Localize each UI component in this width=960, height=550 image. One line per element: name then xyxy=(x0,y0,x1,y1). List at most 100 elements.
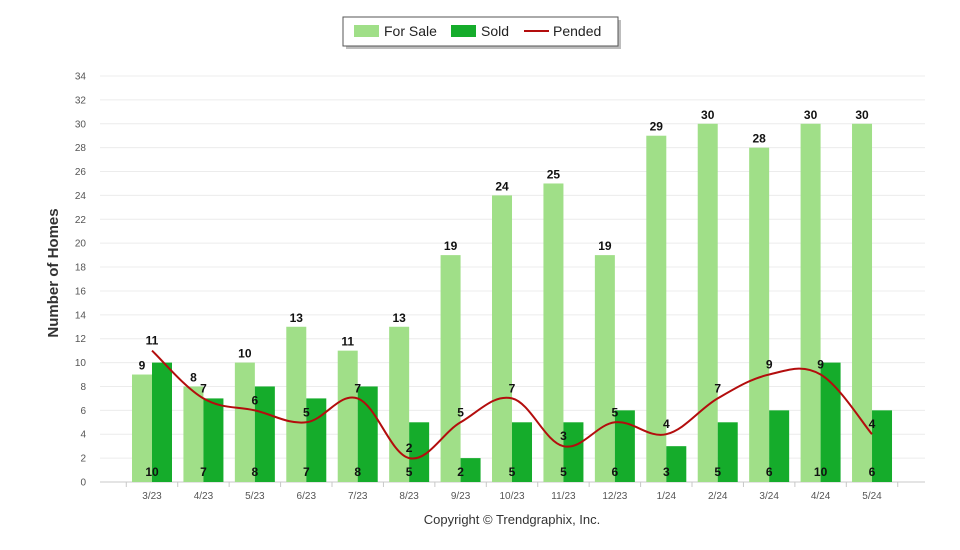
legend-box xyxy=(342,16,619,47)
label-pended-11/23: 3 xyxy=(560,429,567,443)
bar-for-sale-5/23 xyxy=(234,362,255,482)
label-sold-4/23: 7 xyxy=(200,465,207,479)
label-for-sale-5/23: 10 xyxy=(238,347,252,361)
label-pended-3/23: 11 xyxy=(146,334,159,348)
label-sold-7/23: 8 xyxy=(354,465,361,479)
label-sold-3/23: 10 xyxy=(145,465,159,479)
legend: For Sale Sold Pended xyxy=(342,16,621,49)
label-for-sale-11/23: 25 xyxy=(547,167,561,181)
label-pended-8/23: 2 xyxy=(406,441,413,455)
legend-label-pended: Pended xyxy=(553,23,601,39)
legend-swatch-sold xyxy=(451,25,476,37)
bar-sold-4/23 xyxy=(203,398,224,482)
label-sold-2/24: 5 xyxy=(714,465,721,479)
y-tick-label-24: 24 xyxy=(75,191,87,202)
label-for-sale-3/23: 9 xyxy=(139,359,146,373)
y-tick-label-22: 22 xyxy=(75,215,87,226)
bar-sold-10/23 xyxy=(512,422,533,482)
y-tick-label-18: 18 xyxy=(75,263,87,274)
y-tick-label-2: 2 xyxy=(80,454,86,465)
label-for-sale-5/24: 30 xyxy=(855,108,869,122)
label-pended-10/23: 7 xyxy=(509,381,516,395)
bar-sold-3/24 xyxy=(769,410,790,482)
label-for-sale-9/23: 19 xyxy=(444,239,458,253)
bar-sold-5/24 xyxy=(872,410,893,482)
bar-sold-6/23 xyxy=(306,398,327,482)
label-sold-3/24: 6 xyxy=(766,465,773,479)
label-for-sale-1/24: 29 xyxy=(650,120,664,134)
legend-label-sold: Sold xyxy=(481,23,509,39)
y-tick-label-16: 16 xyxy=(75,286,87,297)
bar-for-sale-5/24 xyxy=(852,123,873,482)
x-tick-label-4/23: 4/23 xyxy=(194,491,214,502)
label-for-sale-12/23: 19 xyxy=(598,239,612,253)
bar-for-sale-1/24 xyxy=(646,135,667,483)
y-tick-label-28: 28 xyxy=(75,143,87,154)
label-sold-8/23: 5 xyxy=(406,465,413,479)
x-tick-label-2/24: 2/24 xyxy=(708,491,728,502)
y-tick-label-12: 12 xyxy=(75,334,87,345)
y-tick-label-0: 0 xyxy=(80,478,86,489)
label-sold-9/23: 2 xyxy=(457,465,464,479)
y-tick-label-34: 34 xyxy=(75,72,87,83)
label-for-sale-6/23: 13 xyxy=(290,311,304,325)
label-sold-12/23: 6 xyxy=(612,465,619,479)
bar-for-sale-4/23 xyxy=(183,386,204,482)
y-tick-label-6: 6 xyxy=(80,406,86,417)
label-for-sale-10/23: 24 xyxy=(495,179,509,193)
label-sold-1/24: 3 xyxy=(663,465,670,479)
bars xyxy=(132,123,893,483)
x-tick-label-4/24: 4/24 xyxy=(811,491,831,502)
bar-for-sale-12/23 xyxy=(594,255,615,482)
label-sold-5/24: 6 xyxy=(869,465,876,479)
x-tick-label-6/23: 6/23 xyxy=(297,491,317,502)
label-for-sale-2/24: 30 xyxy=(701,108,715,122)
bar-for-sale-8/23 xyxy=(389,326,410,482)
bar-for-sale-3/24 xyxy=(749,147,770,482)
bar-for-sale-9/23 xyxy=(440,255,461,482)
bar-for-sale-10/23 xyxy=(492,195,513,483)
label-for-sale-4/23: 8 xyxy=(190,370,197,384)
bar-for-sale-6/23 xyxy=(286,326,307,482)
bar-sold-8/23 xyxy=(409,422,430,482)
y-tick-label-32: 32 xyxy=(75,95,87,106)
bar-for-sale-4/24 xyxy=(800,123,821,482)
bar-sold-1/24 xyxy=(666,446,687,482)
bar-for-sale-3/23 xyxy=(132,374,152,482)
label-for-sale-8/23: 13 xyxy=(392,311,406,325)
label-pended-5/23: 6 xyxy=(252,393,259,407)
label-pended-2/24: 7 xyxy=(714,381,721,395)
label-pended-4/23: 7 xyxy=(200,381,207,395)
bar-for-sale-7/23 xyxy=(337,350,358,482)
label-pended-1/24: 4 xyxy=(663,417,670,431)
y-tick-label-8: 8 xyxy=(80,382,86,393)
label-for-sale-3/24: 28 xyxy=(752,132,766,146)
data-labels: 9108710813711813519224525519629330528630… xyxy=(139,108,876,479)
x-tick-label-5/23: 5/23 xyxy=(245,491,265,502)
x-tick-label-7/23: 7/23 xyxy=(348,491,368,502)
bar-for-sale-11/23 xyxy=(543,183,564,482)
pended-line-group xyxy=(151,349,873,460)
y-tick-label-26: 26 xyxy=(75,167,87,178)
bar-sold-3/23 xyxy=(152,362,172,482)
x-tick-label-1/24: 1/24 xyxy=(657,491,677,502)
bar-sold-5/23 xyxy=(254,386,275,482)
copyright: Copyright © Trendgraphix, Inc. xyxy=(424,512,601,527)
label-sold-4/24: 10 xyxy=(814,465,828,479)
label-pended-7/23: 7 xyxy=(354,381,361,395)
x-tick-label-9/23: 9/23 xyxy=(451,491,471,502)
bar-for-sale-2/24 xyxy=(697,123,718,482)
label-pended-12/23: 5 xyxy=(612,405,619,419)
bar-sold-2/24 xyxy=(717,422,738,482)
bar-sold-7/23 xyxy=(357,386,378,482)
label-pended-6/23: 5 xyxy=(303,405,310,419)
label-sold-10/23: 5 xyxy=(509,465,516,479)
x-tick-label-3/23: 3/23 xyxy=(142,491,162,502)
x-tick-label-10/23: 10/23 xyxy=(499,491,524,502)
label-pended-4/24: 9 xyxy=(817,358,824,372)
label-sold-11/23: 5 xyxy=(560,465,567,479)
x-axis-ticks: 3/23 4/23 5/23 6/23 7/23 8/23 9/23 10/23 11/23 12… xyxy=(125,482,899,502)
label-for-sale-7/23: 11 xyxy=(341,335,354,349)
